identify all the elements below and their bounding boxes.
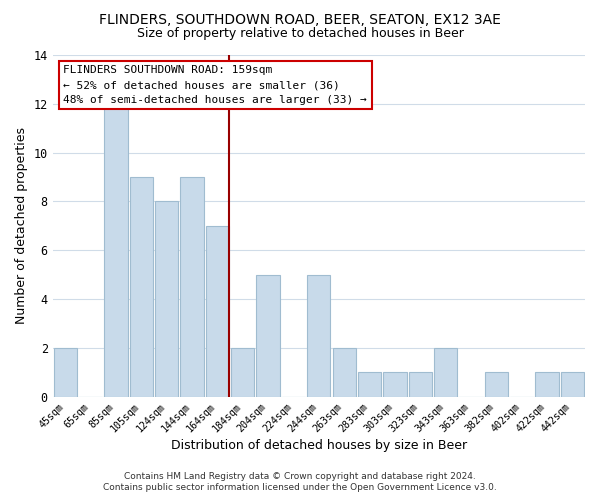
Text: Size of property relative to detached houses in Beer: Size of property relative to detached ho… <box>137 28 463 40</box>
X-axis label: Distribution of detached houses by size in Beer: Distribution of detached houses by size … <box>171 440 467 452</box>
Bar <box>560 372 584 396</box>
Bar <box>535 372 559 396</box>
Bar <box>206 226 229 396</box>
Bar <box>130 177 153 396</box>
Text: Contains HM Land Registry data © Crown copyright and database right 2024.: Contains HM Land Registry data © Crown c… <box>124 472 476 481</box>
Bar <box>358 372 381 396</box>
Bar <box>409 372 432 396</box>
Text: FLINDERS, SOUTHDOWN ROAD, BEER, SEATON, EX12 3AE: FLINDERS, SOUTHDOWN ROAD, BEER, SEATON, … <box>99 12 501 26</box>
Bar <box>231 348 254 397</box>
Bar <box>383 372 407 396</box>
Bar <box>53 348 77 397</box>
Bar <box>307 274 331 396</box>
Y-axis label: Number of detached properties: Number of detached properties <box>15 128 28 324</box>
Bar <box>485 372 508 396</box>
Bar <box>256 274 280 396</box>
Bar <box>181 177 204 396</box>
Bar <box>332 348 356 397</box>
Bar <box>104 104 128 397</box>
Bar <box>434 348 457 397</box>
Bar <box>155 202 178 396</box>
Text: FLINDERS SOUTHDOWN ROAD: 159sqm
← 52% of detached houses are smaller (36)
48% of: FLINDERS SOUTHDOWN ROAD: 159sqm ← 52% of… <box>64 65 367 105</box>
Text: Contains public sector information licensed under the Open Government Licence v3: Contains public sector information licen… <box>103 484 497 492</box>
